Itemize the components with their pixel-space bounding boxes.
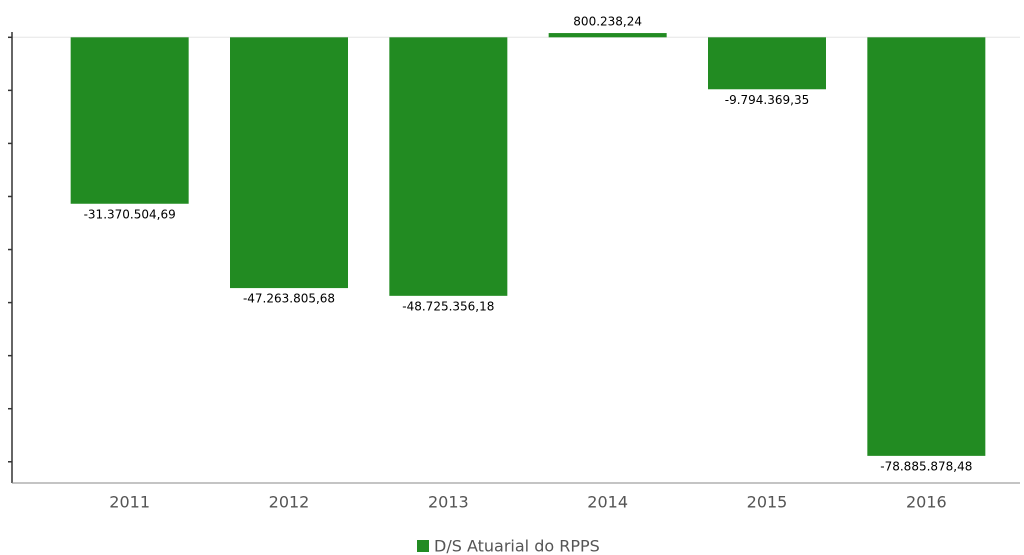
data-label: -31.370.504,69 — [84, 207, 176, 221]
bar — [389, 37, 508, 296]
x-tick-label: 2014 — [587, 493, 628, 512]
bar — [548, 33, 667, 38]
x-tick-label: 2016 — [906, 493, 947, 512]
data-label: -47.263.805,68 — [243, 292, 335, 306]
bar — [230, 37, 348, 289]
data-label: -78.885.878,48 — [880, 459, 972, 473]
x-tick-label: 2011 — [109, 493, 150, 512]
legend-swatch — [417, 540, 429, 552]
bar — [70, 37, 189, 204]
bar — [708, 37, 826, 90]
data-label: 800.238,24 — [573, 15, 642, 29]
data-label: -48.725.356,18 — [402, 299, 494, 313]
bar — [867, 37, 986, 456]
data-label: -9.794.369,35 — [725, 93, 810, 107]
x-tick-label: 2015 — [747, 493, 788, 512]
x-tick-label: 2013 — [428, 493, 469, 512]
x-tick-label: 2012 — [269, 493, 310, 512]
legend-label: D/S Atuarial do RPPS — [434, 537, 600, 555]
